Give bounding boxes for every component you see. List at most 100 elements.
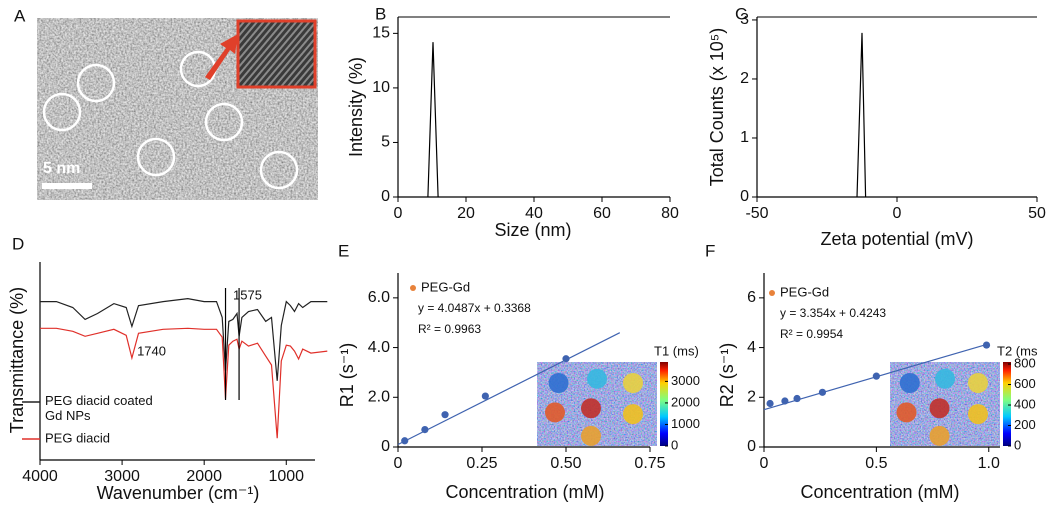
x-tick-label: 0 — [394, 455, 403, 472]
x-tick-label: 2000 — [186, 468, 222, 485]
legend-label: PEG-Gd — [421, 279, 470, 294]
y-tick-label: 10 — [372, 79, 390, 96]
inset-sample — [581, 398, 601, 419]
x-tick-label: 20 — [457, 205, 475, 222]
panel-label: F — [705, 241, 715, 260]
data-point — [781, 397, 789, 405]
colorbar-tick-label: 1000 — [671, 416, 700, 431]
panel-label: B — [375, 4, 386, 23]
y-tick-label: 0 — [747, 438, 756, 455]
data-point — [481, 392, 489, 400]
x-tick-label: 0 — [760, 455, 769, 472]
inset-sample — [623, 373, 643, 393]
data-point — [421, 426, 429, 434]
data-point — [766, 399, 774, 408]
data-point — [872, 372, 880, 380]
colorbar-tick-label: 600 — [1014, 376, 1036, 391]
data-point — [793, 394, 801, 403]
y-tick-label: 2 — [747, 389, 756, 406]
x-axis-label: Wavenumber (cm⁻¹) — [97, 483, 260, 503]
colorbar-tick-label: 2000 — [671, 394, 700, 409]
data-line — [40, 297, 328, 381]
annotation: 1740 — [137, 343, 166, 358]
y-tick-label: 4 — [747, 339, 756, 356]
data-point — [818, 388, 827, 396]
fit-annotation: y = 3.354x + 0.4243 — [780, 306, 886, 320]
data-point — [401, 437, 409, 445]
inset-sample — [587, 368, 607, 389]
fit-annotation: R² = 0.9963 — [418, 322, 481, 336]
inset-sample — [899, 373, 920, 393]
y-tick-label: 1 — [740, 129, 749, 146]
x-tick-label: 0.25 — [466, 455, 497, 472]
x-tick-label: 60 — [593, 205, 611, 222]
y-tick-label: 0 — [740, 188, 749, 205]
inset-sample — [935, 368, 955, 389]
y-tick-label: 2 — [740, 70, 749, 87]
inset-arrow — [205, 34, 238, 80]
colorbar-tick-label: 0 — [1014, 437, 1021, 452]
tem-panel: A 5 nm — [14, 6, 318, 200]
x-axis-label: Zeta potential (mV) — [820, 229, 973, 249]
x-tick-label: 0.75 — [634, 455, 665, 472]
data-point — [982, 341, 991, 349]
inset-sample — [581, 425, 601, 446]
colorbar — [660, 362, 668, 446]
x-axis-label: Concentration (mM) — [800, 482, 959, 502]
legend-label: PEG diacid coated Gd NPs — [45, 393, 153, 423]
y-tick-label: 0 — [381, 438, 390, 455]
y-axis-label: Intensity (%) — [346, 57, 366, 157]
data-line — [427, 42, 439, 198]
colorbar-tick-label: 3000 — [671, 373, 700, 388]
colorbar-tick-label: 400 — [1014, 396, 1036, 411]
inset-sample — [929, 398, 950, 419]
y-axis-label: Total Counts (x 10⁵) — [707, 28, 727, 187]
inset-sample — [623, 404, 643, 425]
y-axis-label: Transmittance (%) — [7, 287, 27, 433]
inset-sample — [548, 373, 569, 393]
x-tick-label: 4000 — [22, 468, 58, 485]
data-line — [856, 32, 867, 198]
data-point — [562, 355, 570, 363]
inset-sample — [545, 402, 565, 423]
x-tick-label: 0 — [394, 205, 403, 222]
x-tick-label: 1000 — [268, 468, 304, 485]
annotation: 1575 — [233, 287, 262, 302]
legend-label: PEG-Gd — [780, 284, 829, 299]
x-tick-label: -50 — [745, 205, 768, 222]
x-axis-label: Concentration (mM) — [445, 482, 604, 502]
colorbar — [1003, 362, 1011, 446]
inset-sample — [896, 402, 917, 423]
y-tick-label: 6.0 — [368, 289, 390, 306]
y-axis-label: R2 (s⁻¹) — [717, 343, 737, 408]
fit-annotation: y = 4.0487x + 0.3368 — [418, 301, 531, 315]
legend-marker — [410, 285, 416, 291]
inset-sample — [968, 404, 988, 425]
panel-label: D — [12, 234, 24, 253]
y-tick-label: 15 — [372, 25, 390, 42]
x-tick-label: 80 — [661, 205, 679, 222]
x-axis-label: Size (nm) — [494, 220, 571, 240]
x-tick-label: 0 — [893, 205, 902, 222]
x-tick-label: 40 — [525, 205, 543, 222]
y-tick-label: 4.0 — [368, 339, 390, 356]
x-tick-label: 3000 — [104, 468, 140, 485]
lattice-inset — [236, 19, 317, 89]
panel-label: E — [338, 241, 349, 260]
colorbar-label: T2 (ms — [997, 343, 1038, 358]
legend-marker — [769, 290, 775, 296]
fit-line — [397, 332, 621, 446]
x-tick-label: 0.50 — [550, 455, 581, 472]
x-tick-label: 50 — [1028, 205, 1046, 222]
y-axis-label: R1 (s⁻¹) — [337, 343, 357, 408]
x-tick-label: 1.0 — [978, 455, 1000, 472]
panel-label: C — [735, 4, 747, 23]
data-point — [441, 411, 449, 419]
legend-label: PEG diacid — [45, 430, 110, 445]
fit-annotation: R² = 0.9954 — [780, 327, 843, 341]
inset-sample — [968, 373, 988, 393]
colorbar-tick-label: 800 — [1014, 355, 1036, 370]
colorbar-tick-label: 0 — [671, 437, 678, 452]
